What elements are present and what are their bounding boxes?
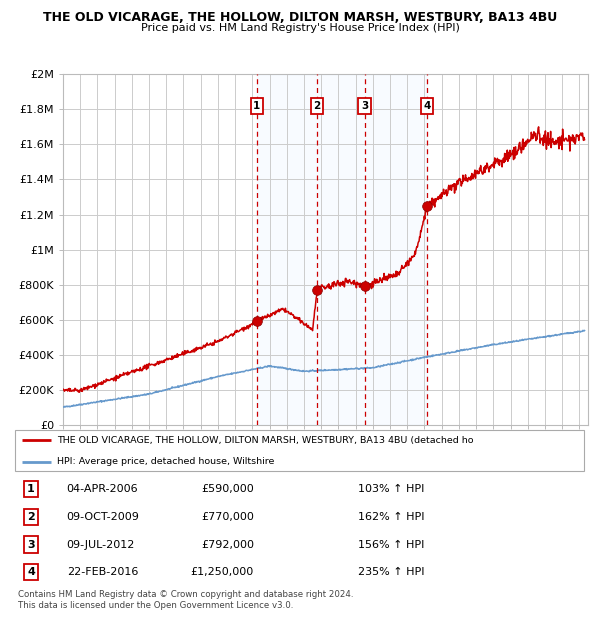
Text: 103% ↑ HPI: 103% ↑ HPI [358,484,424,494]
Text: £770,000: £770,000 [201,512,254,522]
Text: 2: 2 [314,101,321,111]
Bar [257,74,427,425]
Text: 162% ↑ HPI: 162% ↑ HPI [358,512,424,522]
FancyBboxPatch shape [15,430,584,471]
Text: 09-OCT-2009: 09-OCT-2009 [67,512,140,522]
Text: £1,250,000: £1,250,000 [191,567,254,577]
Text: HPI: Average price, detached house, Wiltshire: HPI: Average price, detached house, Wilt… [57,458,274,466]
Text: 4: 4 [27,567,35,577]
Text: Contains HM Land Registry data © Crown copyright and database right 2024.
This d: Contains HM Land Registry data © Crown c… [18,590,353,609]
Text: £590,000: £590,000 [201,484,254,494]
Text: THE OLD VICARAGE, THE HOLLOW, DILTON MARSH, WESTBURY, BA13 4BU: THE OLD VICARAGE, THE HOLLOW, DILTON MAR… [43,11,557,24]
Text: £792,000: £792,000 [201,539,254,549]
Text: 235% ↑ HPI: 235% ↑ HPI [358,567,424,577]
Text: 09-JUL-2012: 09-JUL-2012 [67,539,135,549]
Text: 1: 1 [253,101,260,111]
Text: 22-FEB-2016: 22-FEB-2016 [67,567,138,577]
Text: 04-APR-2006: 04-APR-2006 [67,484,139,494]
Text: 2: 2 [27,512,35,522]
Text: THE OLD VICARAGE, THE HOLLOW, DILTON MARSH, WESTBURY, BA13 4BU (detached ho: THE OLD VICARAGE, THE HOLLOW, DILTON MAR… [57,436,473,445]
Text: 156% ↑ HPI: 156% ↑ HPI [358,539,424,549]
Text: Price paid vs. HM Land Registry's House Price Index (HPI): Price paid vs. HM Land Registry's House … [140,23,460,33]
Text: 4: 4 [423,101,431,111]
Text: 1: 1 [27,484,35,494]
Text: 3: 3 [27,539,35,549]
Text: 3: 3 [361,101,368,111]
